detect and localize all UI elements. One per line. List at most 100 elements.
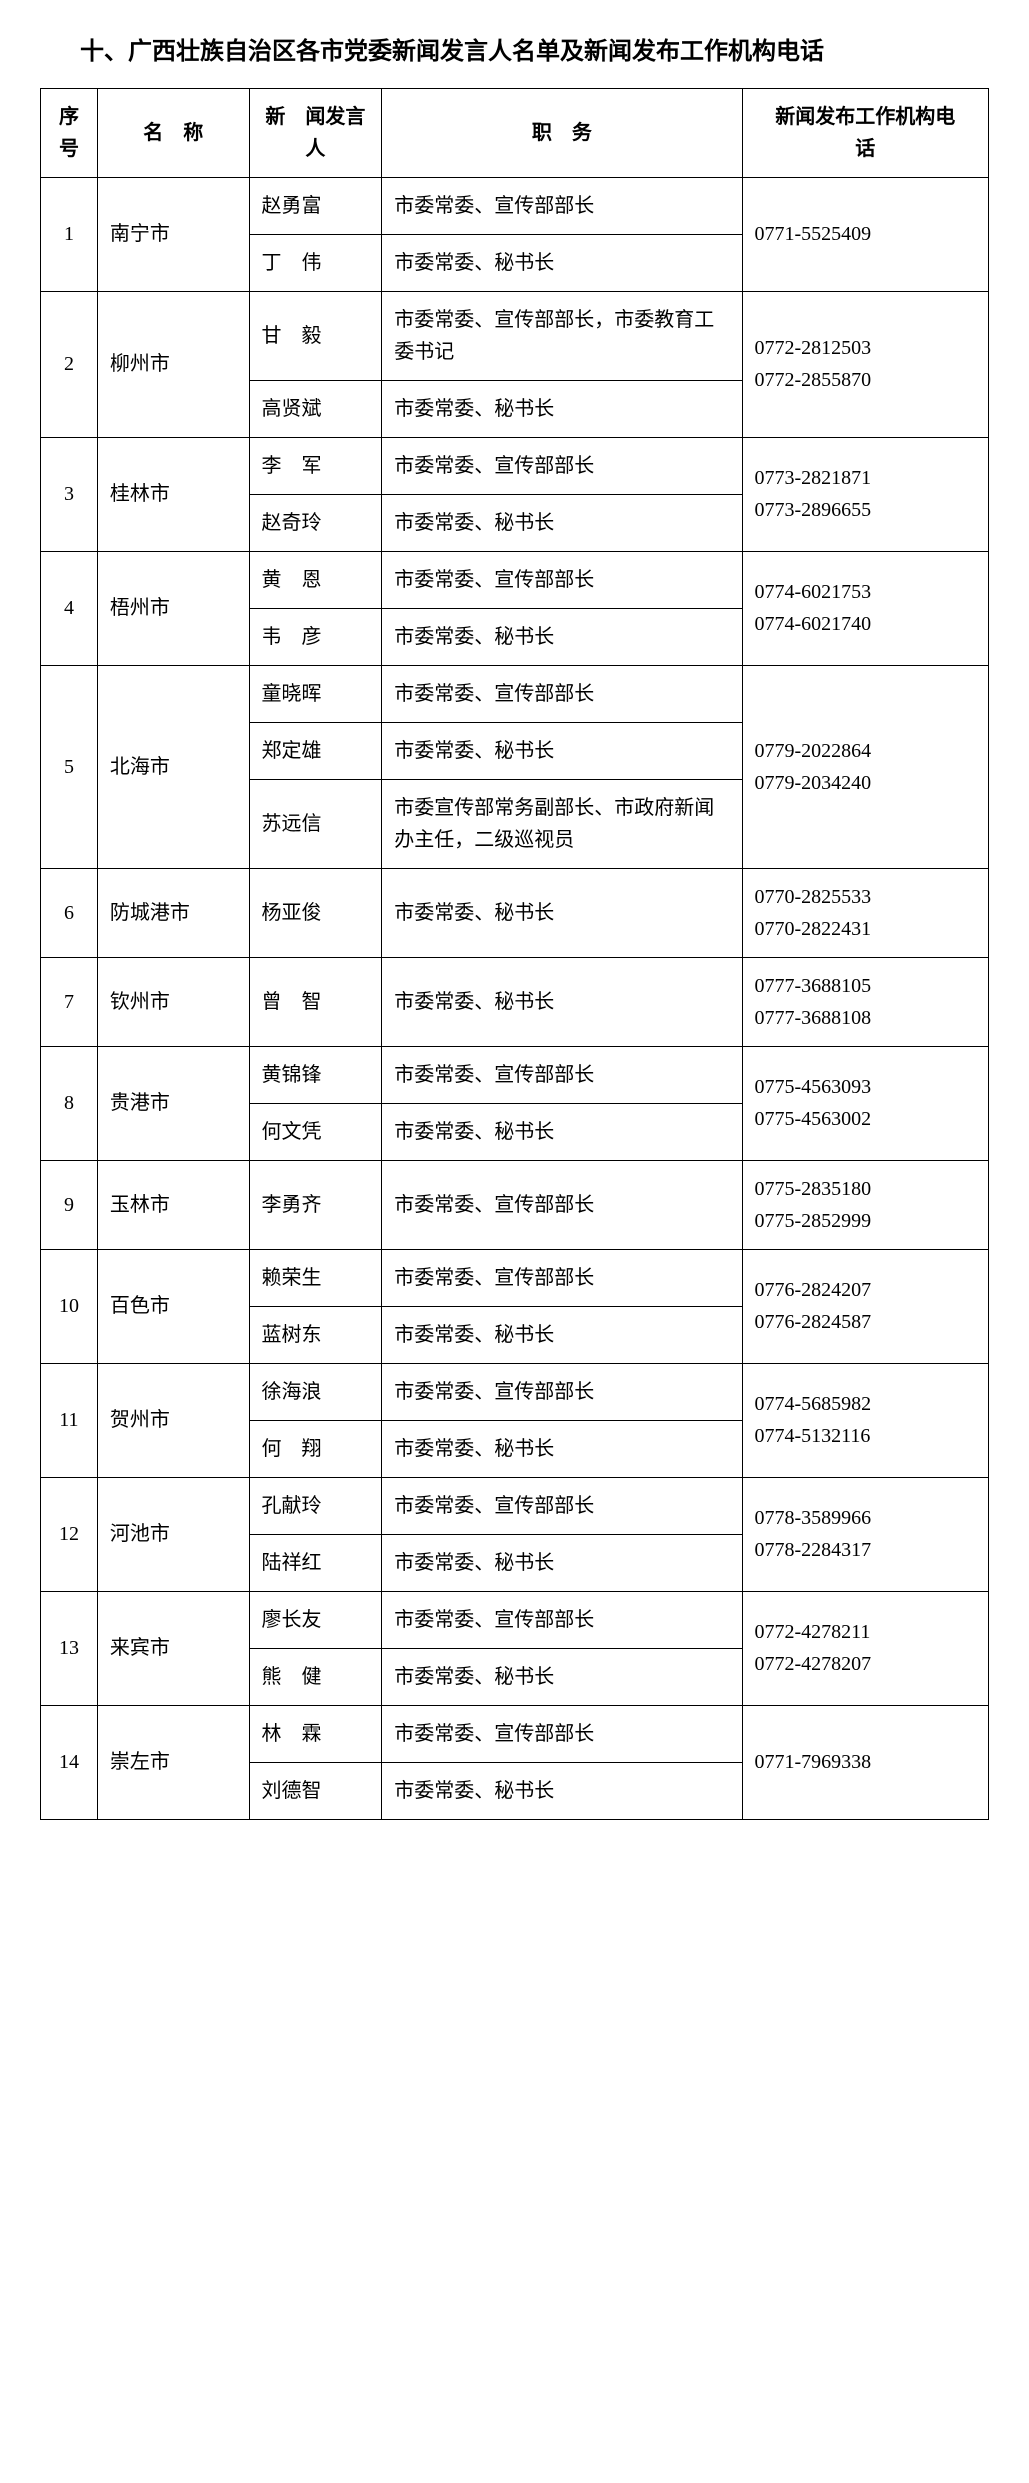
cell-duty: 市委宣传部常务副部长、市政府新闻办主任，二级巡视员 (382, 779, 742, 868)
cell-spokesperson: 廖长友 (249, 1591, 382, 1648)
cell-seq: 3 (41, 437, 98, 551)
cell-phone: 0774-56859820774-5132116 (742, 1363, 989, 1477)
cell-phone: 0778-35899660778-2284317 (742, 1477, 989, 1591)
cell-duty: 市委常委、宣传部部长 (382, 1160, 742, 1249)
cell-city-name: 贵港市 (97, 1046, 249, 1160)
cell-seq: 8 (41, 1046, 98, 1160)
cell-city-name: 百色市 (97, 1249, 249, 1363)
cell-city-name: 梧州市 (97, 551, 249, 665)
cell-phone: 0771-7969338 (742, 1705, 989, 1819)
cell-spokesperson: 杨亚俊 (249, 868, 382, 957)
cell-spokesperson: 赵奇玲 (249, 494, 382, 551)
cell-spokesperson: 陆祥红 (249, 1534, 382, 1591)
cell-city-name: 钦州市 (97, 957, 249, 1046)
cell-duty: 市委常委、秘书长 (382, 1762, 742, 1819)
cell-spokesperson: 蓝树东 (249, 1306, 382, 1363)
cell-duty: 市委常委、宣传部部长 (382, 551, 742, 608)
cell-duty: 市委常委、秘书长 (382, 380, 742, 437)
table-row: 6防城港市杨亚俊市委常委、秘书长0770-28255330770-2822431 (41, 868, 989, 957)
cell-spokesperson: 曾 智 (249, 957, 382, 1046)
cell-spokesperson: 徐海浪 (249, 1363, 382, 1420)
cell-spokesperson: 苏远信 (249, 779, 382, 868)
table-row: 10百色市赖荣生市委常委、宣传部部长0776-28242070776-28245… (41, 1249, 989, 1306)
header-duty: 职 务 (382, 88, 742, 177)
header-seq: 序号 (41, 88, 98, 177)
cell-spokesperson: 郑定雄 (249, 722, 382, 779)
cell-city-name: 河池市 (97, 1477, 249, 1591)
header-name: 名 称 (97, 88, 249, 177)
cell-phone: 0772-28125030772-2855870 (742, 291, 989, 437)
cell-duty: 市委常委、秘书长 (382, 868, 742, 957)
cell-city-name: 防城港市 (97, 868, 249, 957)
table-row: 9玉林市李勇齐市委常委、宣传部部长0775-28351800775-285299… (41, 1160, 989, 1249)
cell-seq: 6 (41, 868, 98, 957)
table-row: 11贺州市徐海浪市委常委、宣传部部长0774-56859820774-51321… (41, 1363, 989, 1420)
table-row: 7钦州市曾 智市委常委、秘书长0777-36881050777-3688108 (41, 957, 989, 1046)
cell-spokesperson: 赖荣生 (249, 1249, 382, 1306)
cell-duty: 市委常委、秘书长 (382, 1306, 742, 1363)
spokesperson-table: 序号 名 称 新 闻发言人 职 务 新闻发布工作机构电 话 1南宁市赵勇富市委常… (40, 88, 989, 1820)
cell-seq: 1 (41, 177, 98, 291)
cell-duty: 市委常委、秘书长 (382, 1420, 742, 1477)
cell-spokesperson: 甘 毅 (249, 291, 382, 380)
document-title: 十、广西壮族自治区各市党委新闻发言人名单及新闻发布工作机构电话 (80, 30, 989, 76)
cell-seq: 10 (41, 1249, 98, 1363)
cell-spokesperson: 李勇齐 (249, 1160, 382, 1249)
cell-duty: 市委常委、宣传部部长 (382, 1363, 742, 1420)
cell-phone: 0777-36881050777-3688108 (742, 957, 989, 1046)
table-row: 13来宾市廖长友市委常委、宣传部部长0772-42782110772-42782… (41, 1591, 989, 1648)
cell-duty: 市委常委、宣传部部长 (382, 1477, 742, 1534)
cell-phone: 0775-28351800775-2852999 (742, 1160, 989, 1249)
cell-duty: 市委常委、宣传部部长 (382, 1046, 742, 1103)
cell-seq: 7 (41, 957, 98, 1046)
cell-phone: 0775-45630930775-4563002 (742, 1046, 989, 1160)
cell-duty: 市委常委、宣传部部长 (382, 665, 742, 722)
cell-spokesperson: 林 霖 (249, 1705, 382, 1762)
cell-spokesperson: 何 翔 (249, 1420, 382, 1477)
cell-duty: 市委常委、宣传部部长，市委教育工委书记 (382, 291, 742, 380)
cell-seq: 14 (41, 1705, 98, 1819)
cell-phone: 0771-5525409 (742, 177, 989, 291)
table-row: 12河池市孔献玲市委常委、宣传部部长0778-35899660778-22843… (41, 1477, 989, 1534)
table-header-row: 序号 名 称 新 闻发言人 职 务 新闻发布工作机构电 话 (41, 88, 989, 177)
cell-phone: 0776-28242070776-2824587 (742, 1249, 989, 1363)
cell-phone: 0772-42782110772-4278207 (742, 1591, 989, 1705)
cell-spokesperson: 熊 健 (249, 1648, 382, 1705)
cell-duty: 市委常委、秘书长 (382, 234, 742, 291)
cell-spokesperson: 黄 恩 (249, 551, 382, 608)
table-row: 4梧州市黄 恩市委常委、宣传部部长0774-60217530774-602174… (41, 551, 989, 608)
cell-city-name: 桂林市 (97, 437, 249, 551)
cell-phone: 0770-28255330770-2822431 (742, 868, 989, 957)
cell-duty: 市委常委、秘书长 (382, 608, 742, 665)
table-row: 14崇左市林 霖市委常委、宣传部部长0771-7969338 (41, 1705, 989, 1762)
cell-seq: 12 (41, 1477, 98, 1591)
cell-duty: 市委常委、宣传部部长 (382, 177, 742, 234)
cell-city-name: 柳州市 (97, 291, 249, 437)
cell-seq: 2 (41, 291, 98, 437)
cell-city-name: 北海市 (97, 665, 249, 868)
table-row: 2柳州市甘 毅市委常委、宣传部部长，市委教育工委书记0772-281250307… (41, 291, 989, 380)
cell-city-name: 贺州市 (97, 1363, 249, 1477)
cell-city-name: 玉林市 (97, 1160, 249, 1249)
cell-duty: 市委常委、宣传部部长 (382, 1591, 742, 1648)
header-person: 新 闻发言人 (249, 88, 382, 177)
cell-phone: 0774-60217530774-6021740 (742, 551, 989, 665)
table-row: 8贵港市黄锦锋市委常委、宣传部部长0775-45630930775-456300… (41, 1046, 989, 1103)
table-row: 1南宁市赵勇富市委常委、宣传部部长0771-5525409 (41, 177, 989, 234)
cell-spokesperson: 黄锦锋 (249, 1046, 382, 1103)
cell-phone: 0779-20228640779-2034240 (742, 665, 989, 868)
cell-duty: 市委常委、秘书长 (382, 722, 742, 779)
cell-seq: 11 (41, 1363, 98, 1477)
cell-duty: 市委常委、秘书长 (382, 494, 742, 551)
cell-seq: 13 (41, 1591, 98, 1705)
cell-spokesperson: 孔献玲 (249, 1477, 382, 1534)
cell-duty: 市委常委、秘书长 (382, 1648, 742, 1705)
cell-seq: 4 (41, 551, 98, 665)
cell-phone: 0773-28218710773-2896655 (742, 437, 989, 551)
cell-spokesperson: 丁 伟 (249, 234, 382, 291)
cell-spokesperson: 赵勇富 (249, 177, 382, 234)
table-row: 3桂林市李 军市委常委、宣传部部长0773-28218710773-289665… (41, 437, 989, 494)
header-phone: 新闻发布工作机构电 话 (742, 88, 989, 177)
cell-duty: 市委常委、宣传部部长 (382, 437, 742, 494)
cell-duty: 市委常委、宣传部部长 (382, 1705, 742, 1762)
